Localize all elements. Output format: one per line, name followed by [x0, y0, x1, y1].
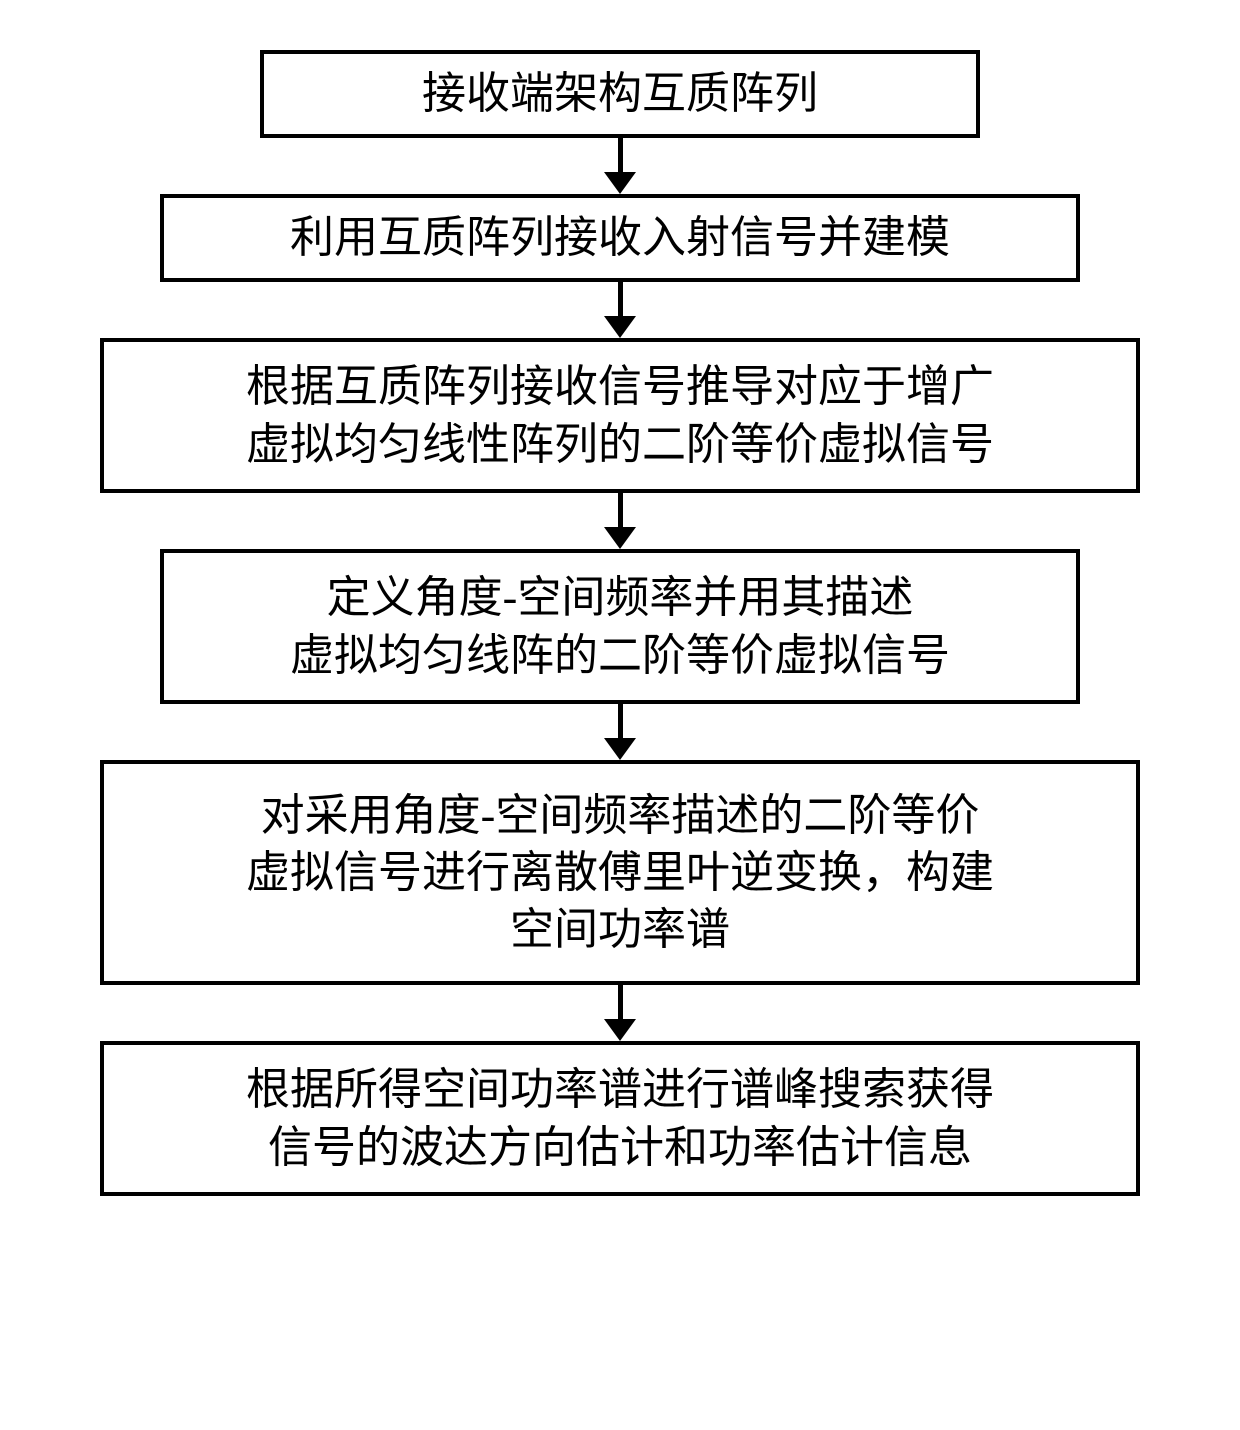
flowchart-arrow	[604, 704, 636, 760]
arrow-line	[618, 704, 623, 738]
arrow-line	[618, 985, 623, 1019]
arrow-head-icon	[604, 172, 636, 194]
flowchart-arrow	[604, 985, 636, 1041]
arrow-head-icon	[604, 527, 636, 549]
flowchart-node: 对采用角度-空间频率描述的二阶等价 虚拟信号进行离散傅里叶逆变换，构建 空间功率…	[100, 760, 1140, 985]
flowchart-arrow	[604, 282, 636, 338]
arrow-head-icon	[604, 316, 636, 338]
flowchart-node: 接收端架构互质阵列	[260, 50, 980, 138]
flowchart-container: 接收端架构互质阵列 利用互质阵列接收入射信号并建模 根据互质阵列接收信号推导对应…	[100, 50, 1140, 1196]
arrow-line	[618, 282, 623, 316]
arrow-line	[618, 493, 623, 527]
flowchart-node: 根据所得空间功率谱进行谱峰搜索获得 信号的波达方向估计和功率估计信息	[100, 1041, 1140, 1196]
flowchart-node: 定义角度-空间频率并用其描述 虚拟均匀线阵的二阶等价虚拟信号	[160, 549, 1080, 704]
arrow-line	[618, 138, 623, 172]
flowchart-arrow	[604, 138, 636, 194]
flowchart-node: 利用互质阵列接收入射信号并建模	[160, 194, 1080, 282]
arrow-head-icon	[604, 1019, 636, 1041]
arrow-head-icon	[604, 738, 636, 760]
flowchart-arrow	[604, 493, 636, 549]
flowchart-node: 根据互质阵列接收信号推导对应于增广 虚拟均匀线性阵列的二阶等价虚拟信号	[100, 338, 1140, 493]
